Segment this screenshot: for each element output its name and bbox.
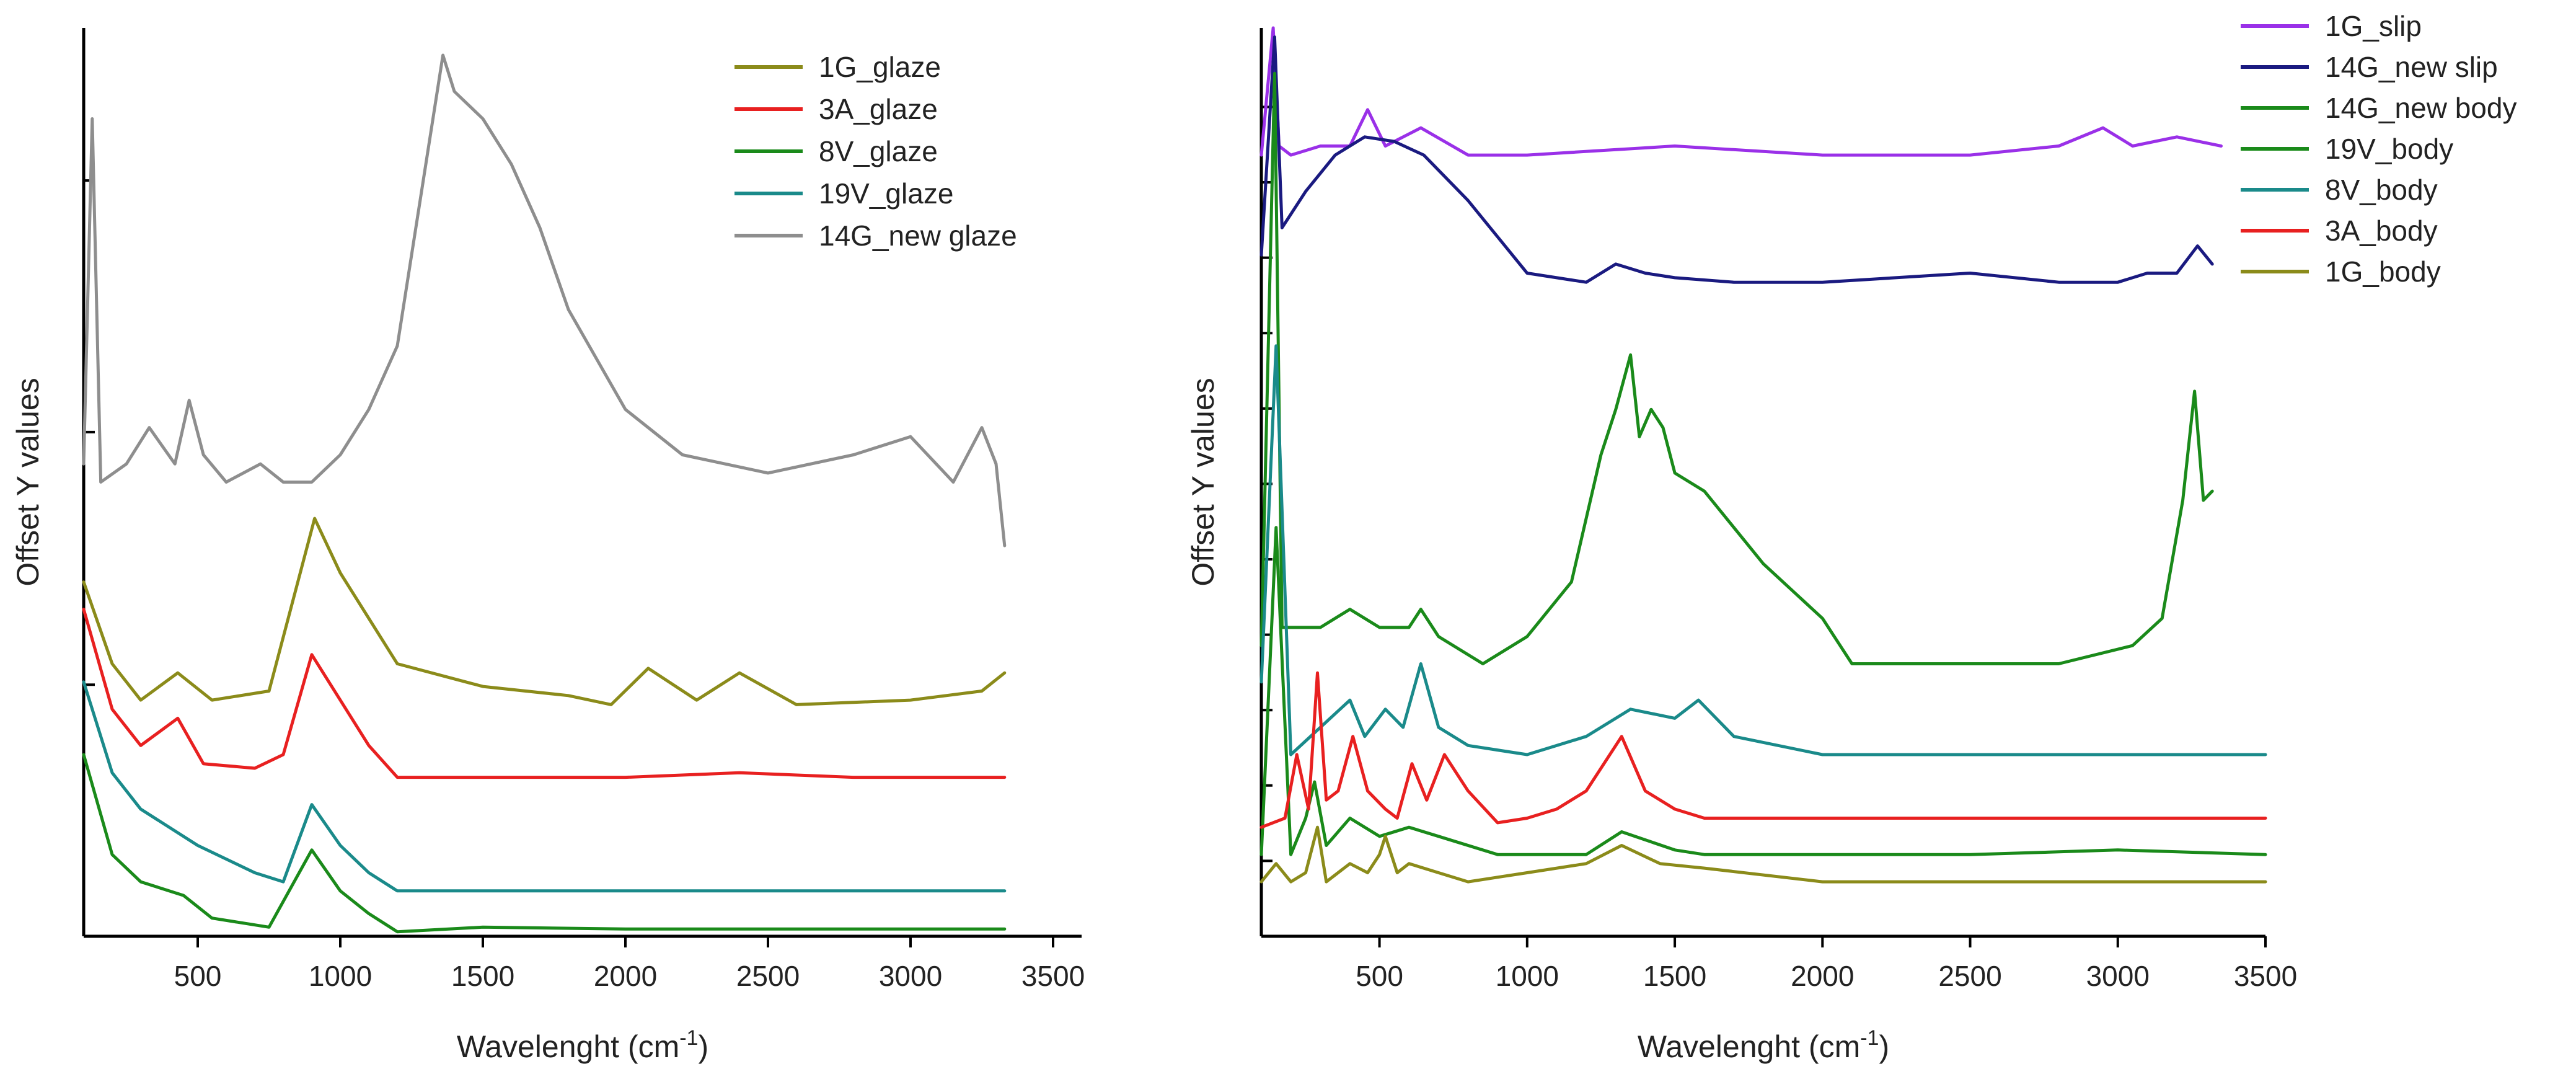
series-line-19v-body: [1259, 526, 2267, 856]
series-line-14g-new-body: [1259, 71, 2214, 665]
legend-label: 1G_glaze: [819, 51, 941, 83]
legend: 1G_glaze 3A_glaze 8V_glaze 19V_glaze 14G_new…: [734, 51, 1017, 252]
x-tick-label: 3500: [2234, 960, 2297, 992]
series-line-1g-glaze: [82, 517, 1007, 706]
x-tick-label: 3000: [879, 960, 942, 992]
series-line-14g-new-glaze: [82, 53, 1007, 548]
series-line-14g-new-slip: [1259, 35, 2214, 284]
y-axis-title: Offset Y values: [1186, 378, 1220, 586]
legend-label: 8V_body: [2325, 174, 2438, 206]
x-tick-label: 1500: [1643, 960, 1706, 992]
legend-label: 3A_body: [2325, 215, 2438, 247]
x-axis-title: Wavelenght (cm-1): [457, 1026, 708, 1064]
x-tick-label: 1000: [1496, 960, 1559, 992]
x-tick-label: 500: [174, 960, 222, 992]
x-tick-label: 3500: [1021, 960, 1085, 992]
series-line-3a-glaze: [82, 608, 1007, 779]
series-line-1g-slip: [1259, 26, 2223, 157]
series-line-8v-glaze: [82, 753, 1007, 934]
legend-label: 1G_body: [2325, 255, 2441, 288]
x-tick-label: 2500: [1938, 960, 2001, 992]
legend-label: 8V_glaze: [819, 135, 938, 167]
x-tick-label: 2500: [736, 960, 800, 992]
series-line-1g-body: [1259, 825, 2267, 884]
x-tick-label: 2000: [594, 960, 657, 992]
legend-label: 14G_new body: [2325, 92, 2516, 124]
legend-label: 3A_glaze: [819, 93, 938, 125]
x-tick-label: 1500: [451, 960, 514, 992]
series-line-19v-glaze: [82, 680, 1007, 893]
panel-right: 500 1000 1500 2000 2500 3000 3500 Wavelenght (c…: [1186, 10, 2516, 1064]
x-axis-title: Wavelenght (cm-1): [1638, 1026, 1889, 1064]
legend-label: 1G_slip: [2325, 10, 2422, 42]
legend: 1G_slip 14G_new slip 14G_new body 19V_body 8…: [2241, 10, 2516, 288]
x-tick-label: 500: [1356, 960, 1403, 992]
legend-label: 19V_glaze: [819, 177, 953, 210]
legend-label: 19V_body: [2325, 133, 2453, 165]
series-line-3a-body: [1259, 671, 2267, 829]
x-tick-label: 3000: [2086, 960, 2150, 992]
y-axis-title: Offset Y values: [11, 378, 45, 586]
panel-left: 500 1000 1500 2000 2500 3000 3500 Wavelenght (c…: [11, 28, 1085, 1064]
x-tick-label: 1000: [309, 960, 372, 992]
x-tick-label: 2000: [1791, 960, 1854, 992]
legend-label: 14G_new glaze: [819, 220, 1017, 252]
series-line-8v-body: [1259, 344, 2267, 756]
legend-label: 14G_new slip: [2325, 51, 2498, 83]
